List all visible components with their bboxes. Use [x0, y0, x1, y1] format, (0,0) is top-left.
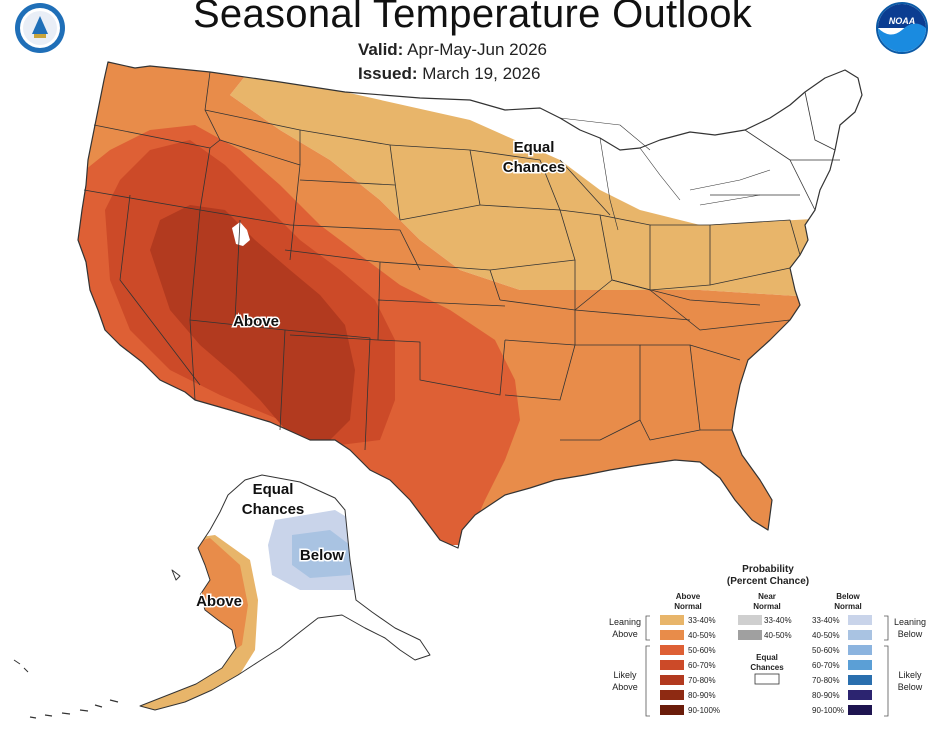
- valid-line: Valid: Apr-May-Jun 2026: [358, 40, 547, 60]
- legend-equal-2: Chances: [750, 663, 784, 672]
- legend-above-range-4: 70-80%: [688, 676, 716, 685]
- legend-above-range-3: 60-70%: [688, 661, 716, 670]
- legend-near-range-0: 33-40%: [764, 616, 792, 625]
- legend-likely-above-1: Likely: [613, 670, 637, 680]
- noaa-logo-icon: NOAA: [876, 2, 928, 54]
- legend-equal-swatch: [754, 673, 780, 685]
- legend-above-swatch-1: [660, 630, 684, 640]
- legend-below-range-0: 33-40%: [812, 616, 840, 625]
- legend-leaning-above-1: Leaning: [609, 617, 641, 627]
- legend-below-swatch-4: [848, 675, 872, 685]
- doc-seal-icon: [15, 3, 65, 53]
- legend-above-swatch-4: [660, 675, 684, 685]
- legend-below-range-5: 80-90%: [812, 691, 840, 700]
- legend-above-swatch-3: [660, 660, 684, 670]
- ak-zone-below-40-50: [292, 530, 350, 578]
- legend-title-2: (Percent Chance): [727, 576, 809, 587]
- state-borders: [77, 61, 863, 549]
- issued-label: Issued:: [358, 64, 418, 83]
- legend-likely-below-1: Likely: [898, 670, 922, 680]
- legend-below-swatches: 33-40% 40-50% 50-60% 60-70% 70-80% 80-90% 90-1…: [812, 615, 872, 715]
- zone-above-70-80: [150, 205, 355, 445]
- probability-legend: Probability (Percent Chance) Above Norma…: [609, 564, 926, 717]
- legend-above-swatch-2: [660, 645, 684, 655]
- legend-below-range-1: 40-50%: [812, 631, 840, 640]
- legend-near-swatch-1: [738, 630, 762, 640]
- legend-below-swatch-1: [848, 630, 872, 640]
- legend-above-swatch-0: [660, 615, 684, 625]
- legend-near-header-1: Near: [758, 592, 776, 601]
- valid-value: Apr-May-Jun 2026: [407, 40, 547, 59]
- noaa-logo-text: NOAA: [889, 16, 916, 26]
- legend-below-swatch-5: [848, 690, 872, 700]
- alaska-outline: [13, 474, 431, 719]
- label-above-conus: Above: [233, 313, 279, 330]
- legend-above-range-1: 40-50%: [688, 631, 716, 640]
- legend-below-range-3: 60-70%: [812, 661, 840, 670]
- label-below-ak: Below: [300, 547, 345, 564]
- legend-above-swatch-5: [660, 690, 684, 700]
- legend-below-range-4: 70-80%: [812, 676, 840, 685]
- legend-title-1: Probability: [742, 564, 794, 575]
- label-equal-chances-conus-2: Chances: [503, 159, 566, 176]
- legend-above-header-1: Above: [676, 592, 701, 601]
- label-equal-chances-ak-2: Chances: [242, 501, 305, 518]
- legend-below-range-6: 90-100%: [812, 706, 844, 715]
- legend-below-header-2: Normal: [834, 602, 862, 611]
- zone-above-33-40: [230, 70, 860, 300]
- legend-equal-1: Equal: [756, 653, 778, 662]
- legend-below-range-2: 50-60%: [812, 646, 840, 655]
- legend-above-swatches: 33-40% 40-50% 50-60% 60-70% 70-80% 80-90% 90-1…: [660, 615, 720, 715]
- legend-below-swatch-6: [848, 705, 872, 715]
- legend-near-swatch-0: [738, 615, 762, 625]
- label-equal-chances-conus-1: Equal: [514, 139, 555, 156]
- legend-below-swatch-0: [848, 615, 872, 625]
- issued-value: March 19, 2026: [422, 64, 541, 83]
- page-title: Seasonal Temperature Outlook: [192, 0, 753, 36]
- legend-above-header-2: Normal: [674, 602, 702, 611]
- legend-above-swatch-6: [660, 705, 684, 715]
- legend-above-range-6: 90-100%: [688, 706, 720, 715]
- legend-leaning-below-2: Below: [898, 629, 923, 639]
- legend-leaning-below-1: Leaning: [894, 617, 926, 627]
- label-above-ak: Above: [196, 593, 242, 610]
- valid-label: Valid:: [358, 40, 404, 59]
- legend-above-range-0: 33-40%: [688, 616, 716, 625]
- legend-near-header-2: Normal: [753, 602, 781, 611]
- legend-below-swatch-2: [848, 645, 872, 655]
- legend-leaning-above-2: Above: [612, 629, 638, 639]
- legend-likely-below-2: Below: [898, 682, 923, 692]
- legend-below-header-1: Below: [836, 592, 860, 601]
- legend-near-swatches: 33-40% 40-50%: [738, 615, 792, 640]
- label-equal-chances-ak-1: Equal: [253, 481, 294, 498]
- legend-above-range-5: 80-90%: [688, 691, 716, 700]
- legend-below-swatch-3: [848, 660, 872, 670]
- legend-likely-above-2: Above: [612, 682, 638, 692]
- issued-line: Issued: March 19, 2026: [358, 64, 540, 84]
- legend-near-range-1: 40-50%: [764, 631, 792, 640]
- legend-above-range-2: 50-60%: [688, 646, 716, 655]
